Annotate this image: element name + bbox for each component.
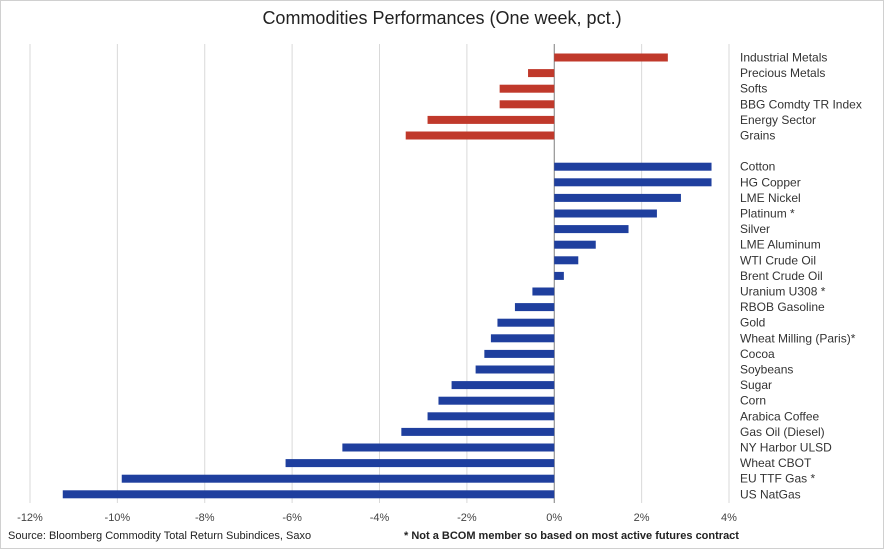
category-label: NY Harbor ULSD: [740, 441, 832, 455]
x-tick-label: 4%: [721, 512, 737, 524]
category-label: Wheat Milling (Paris)*: [740, 331, 856, 345]
category-label: Soybeans: [740, 363, 793, 377]
bar: [499, 84, 555, 93]
footnote: * Not a BCOM member so based on most act…: [404, 530, 739, 542]
bar: [427, 115, 555, 124]
x-tick-label: -8%: [195, 512, 215, 524]
bar: [285, 459, 555, 468]
category-label: Precious Metals: [740, 66, 825, 80]
category-label: Platinum *: [740, 207, 795, 221]
x-tick-label: -6%: [282, 512, 302, 524]
category-label: Wheat CBOT: [740, 456, 812, 470]
bar: [554, 256, 579, 265]
bar: [514, 303, 555, 312]
bar: [554, 162, 712, 171]
bar: [554, 240, 596, 249]
category-label: HG Copper: [740, 175, 801, 189]
bar: [554, 53, 668, 62]
bar: [497, 318, 555, 327]
category-label: BBG Comdty TR Index: [740, 97, 862, 111]
x-tick-label: -12%: [17, 512, 43, 524]
category-label: Arabica Coffee: [740, 409, 819, 423]
category-label: Industrial Metals: [740, 51, 827, 65]
source-note: Source: Bloomberg Commodity Total Return…: [8, 530, 312, 542]
bar: [121, 474, 555, 483]
bar: [438, 396, 555, 405]
category-label: EU TTF Gas *: [740, 472, 815, 486]
category-label: Gold: [740, 316, 765, 330]
category-label: Grains: [740, 129, 775, 143]
bar: [554, 209, 657, 218]
category-label: WTI Crude Oil: [740, 253, 816, 267]
category-label: Uranium U308 *: [740, 285, 826, 299]
x-tick-label: 0%: [546, 512, 562, 524]
bar: [554, 271, 564, 280]
bar: [401, 427, 555, 436]
bar: [484, 349, 555, 358]
x-tick-label: -4%: [370, 512, 390, 524]
chart-title: Commodities Performances (One week, pct.…: [262, 8, 622, 28]
category-label: Corn: [740, 394, 766, 408]
x-tick-label: 2%: [634, 512, 650, 524]
x-tick-label: -10%: [105, 512, 131, 524]
bar: [342, 443, 555, 452]
bar: [554, 225, 629, 234]
bar: [62, 490, 555, 499]
category-label: RBOB Gasoline: [740, 300, 825, 314]
x-tick-label: -2%: [457, 512, 477, 524]
bar: [554, 193, 681, 202]
bar: [451, 381, 555, 390]
bar: [427, 412, 555, 421]
category-label: Gas Oil (Diesel): [740, 425, 825, 439]
category-label: Brent Crude Oil: [740, 269, 823, 283]
bar: [405, 131, 555, 140]
category-label: Energy Sector: [740, 113, 816, 127]
bar: [532, 287, 555, 296]
bar: [528, 69, 555, 78]
category-label: LME Nickel: [740, 191, 801, 205]
category-label: Cotton: [740, 160, 775, 174]
category-label: Sugar: [740, 378, 772, 392]
bar: [490, 334, 555, 343]
bar: [499, 100, 555, 109]
category-label: Cocoa: [740, 347, 775, 361]
category-label: Softs: [740, 82, 767, 96]
category-label: US NatGas: [740, 487, 801, 501]
bar: [554, 178, 712, 187]
category-label: Silver: [740, 222, 770, 236]
category-label: LME Aluminum: [740, 238, 821, 252]
bar: [475, 365, 555, 374]
